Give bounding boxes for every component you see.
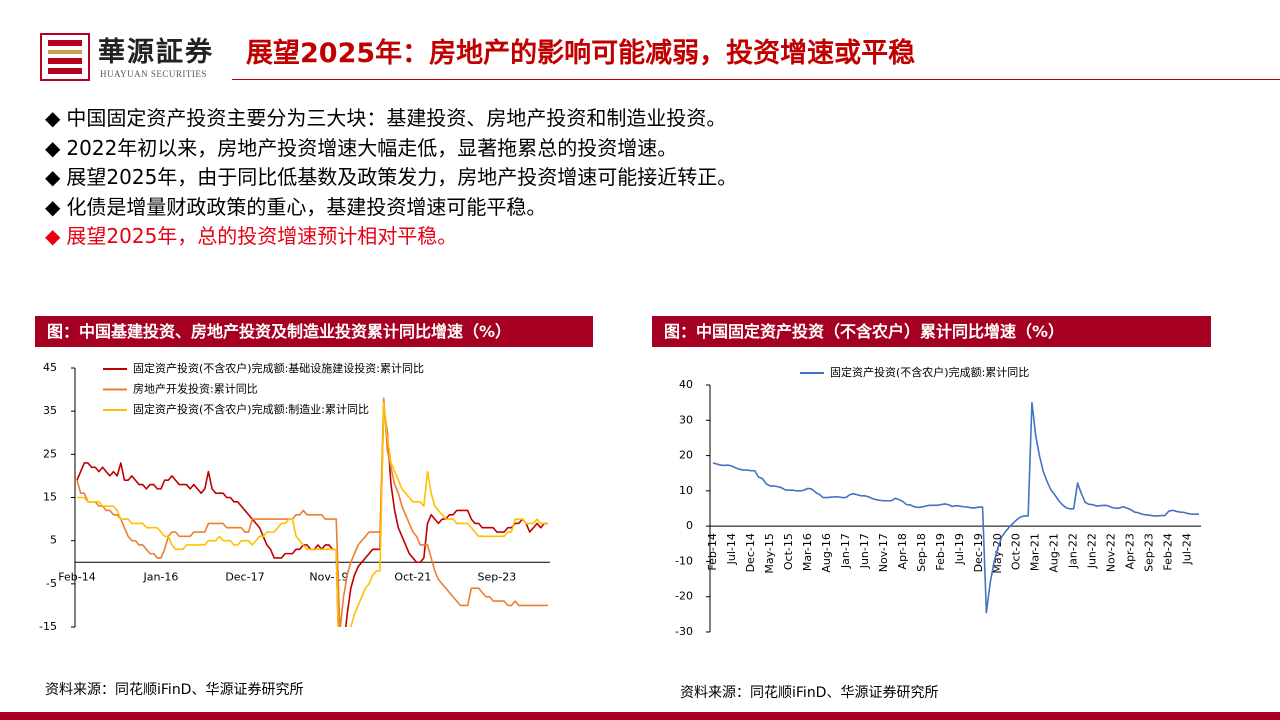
series-line — [712, 401, 1199, 614]
x-tick-label: Dec-19 — [972, 533, 985, 572]
bullet-marker: ◆ — [45, 194, 61, 219]
x-tick-label: Aug-16 — [820, 533, 833, 572]
y-tick-label: 15 — [43, 491, 57, 504]
x-tick-label: Feb-14 — [58, 570, 95, 583]
x-tick-label: Apr-23 — [1124, 533, 1137, 569]
y-tick-label: 30 — [679, 413, 693, 426]
y-tick-label: 35 — [43, 404, 57, 417]
bullet: ◆ 展望2025年，由于同比低基数及政策发力，房地产投资增速可能接近转正。 — [45, 163, 737, 193]
x-tick-label: Jan-22 — [1067, 533, 1080, 569]
y-tick-label: 10 — [679, 484, 693, 497]
x-tick-label: Jan-17 — [839, 533, 852, 569]
bullet: ◆ 2022年初以来，房地产投资增速大幅走低，显著拖累总的投资增速。 — [45, 134, 737, 164]
x-tick-label: Mar-16 — [801, 533, 814, 571]
x-tick-label: Jul-14 — [725, 533, 738, 565]
legend-label: 房地产开发投资:累计同比 — [133, 382, 258, 396]
bullet-text: 2022年初以来，房地产投资增速大幅走低，显著拖累总的投资增速。 — [66, 135, 678, 160]
bullet-marker: ◆ — [45, 224, 61, 248]
x-tick-label: May-15 — [763, 533, 776, 574]
bullet-text: 中国固定资产投资主要分为三大块：基建投资、房地产投资和制造业投资。 — [66, 106, 727, 130]
legend-label: 固定资产投资(不含农户)完成额:基础设施建设投资:累计同比 — [133, 361, 424, 375]
bullet-text: 展望2025年，由于同比低基数及政策发力，房地产投资增速可能接近转正。 — [66, 165, 738, 189]
slide-title: 展望2025年：房地产的影响可能减弱，投资增速或平稳 — [246, 38, 916, 69]
y-tick-label: 45 — [43, 361, 57, 374]
series-line — [76, 397, 548, 627]
x-tick-label: Jan-16 — [143, 570, 179, 583]
logo-name: 華源証券 — [98, 37, 214, 68]
bullet-text: 展望2025年，总的投资增速预计相对平稳。 — [66, 224, 458, 248]
bullet-text: 化债是增量财政政策的重心，基建投资增速可能平稳。 — [66, 194, 547, 219]
bullet: ◆ 化债是增量财政政策的重心，基建投资增速可能平稳。 — [45, 193, 737, 223]
y-tick-label: -10 — [675, 554, 693, 567]
x-tick-label: Jun-17 — [858, 533, 871, 569]
logo-mark — [40, 33, 90, 81]
x-tick-label: Sep-23 — [1143, 533, 1156, 572]
x-tick-label: Nov-17 — [877, 533, 890, 572]
bullet-list: ◆ 中国固定资产投资主要分为三大块：基建投资、房地产投资和制造业投资。 ◆ 2022年… — [45, 104, 737, 252]
legend-label: 固定资产投资(不含农户)完成额:制造业:累计同比 — [133, 402, 369, 416]
bullet-marker: ◆ — [45, 165, 61, 189]
footer-bar — [0, 712, 1280, 720]
bullet-marker: ◆ — [45, 106, 61, 130]
x-tick-label: Jun-22 — [1086, 533, 1099, 569]
logo-sub: HUAYUAN SECURITIES — [100, 69, 207, 79]
y-tick-label: 20 — [679, 449, 693, 462]
series-line — [77, 401, 548, 627]
y-tick-label: 25 — [43, 447, 57, 460]
x-tick-label: Dec-14 — [744, 533, 757, 572]
bullet-marker: ◆ — [45, 135, 61, 160]
x-tick-label: Sep-23 — [478, 570, 517, 583]
x-tick-label: Apr-18 — [896, 533, 909, 569]
source-note: 资料来源：同花顺iFinD、华源证券研究所 — [45, 682, 304, 698]
x-tick-label: Feb-14 — [706, 533, 719, 570]
x-tick-label: Nov-22 — [1105, 533, 1118, 572]
x-tick-label: Dec-17 — [225, 570, 264, 583]
source-note: 资料来源：同花顺iFinD、华源证券研究所 — [680, 685, 939, 701]
y-tick-label: 0 — [686, 519, 693, 532]
header-rule — [232, 79, 1280, 80]
legend-label: 固定资产投资(不含农户)完成额:累计同比 — [830, 365, 1029, 379]
x-tick-label: Mar-21 — [1029, 533, 1042, 571]
x-tick-label: Oct-15 — [782, 533, 795, 570]
x-tick-label: Oct-21 — [394, 570, 431, 583]
x-tick-label: Jul-19 — [953, 533, 966, 565]
plot: 45 35 25 15 5 -5 -15 Feb-14 Jan-16 Dec-17 Nov-19 Oc… — [39, 361, 550, 633]
x-tick-label: Jul-24 — [1181, 533, 1194, 565]
y-tick-label: 5 — [50, 534, 57, 547]
x-tick-label: Aug-21 — [1048, 533, 1061, 572]
y-tick-label: -20 — [675, 590, 693, 603]
bullet: ◆ 中国固定资产投资主要分为三大块：基建投资、房地产投资和制造业投资。 — [45, 104, 737, 134]
x-tick-label: Sep-18 — [915, 533, 928, 572]
bullet: ◆ 展望2025年，总的投资增速预计相对平稳。 — [45, 222, 737, 252]
y-tick-label: 40 — [679, 378, 693, 391]
y-tick-label: -5 — [46, 577, 57, 590]
x-tick-label: Oct-20 — [1010, 533, 1023, 570]
chart-title: 图：中国固定资产投资（不含农户）累计同比增速（%） — [652, 316, 1211, 347]
plot: 40 30 20 10 0 -10 -20 -30 Feb-14 Jul-14 Dec-14 May-… — [675, 365, 1201, 638]
x-tick-label: Nov-19 — [309, 570, 348, 583]
x-tick-label: Feb-19 — [934, 533, 947, 570]
x-tick-label: Feb-24 — [1162, 533, 1175, 570]
y-tick-label: -15 — [39, 620, 57, 633]
y-tick-label: -30 — [675, 625, 693, 638]
chart-title: 图：中国基建投资、房地产投资及制造业投资累计同比增速（%） — [35, 316, 593, 347]
